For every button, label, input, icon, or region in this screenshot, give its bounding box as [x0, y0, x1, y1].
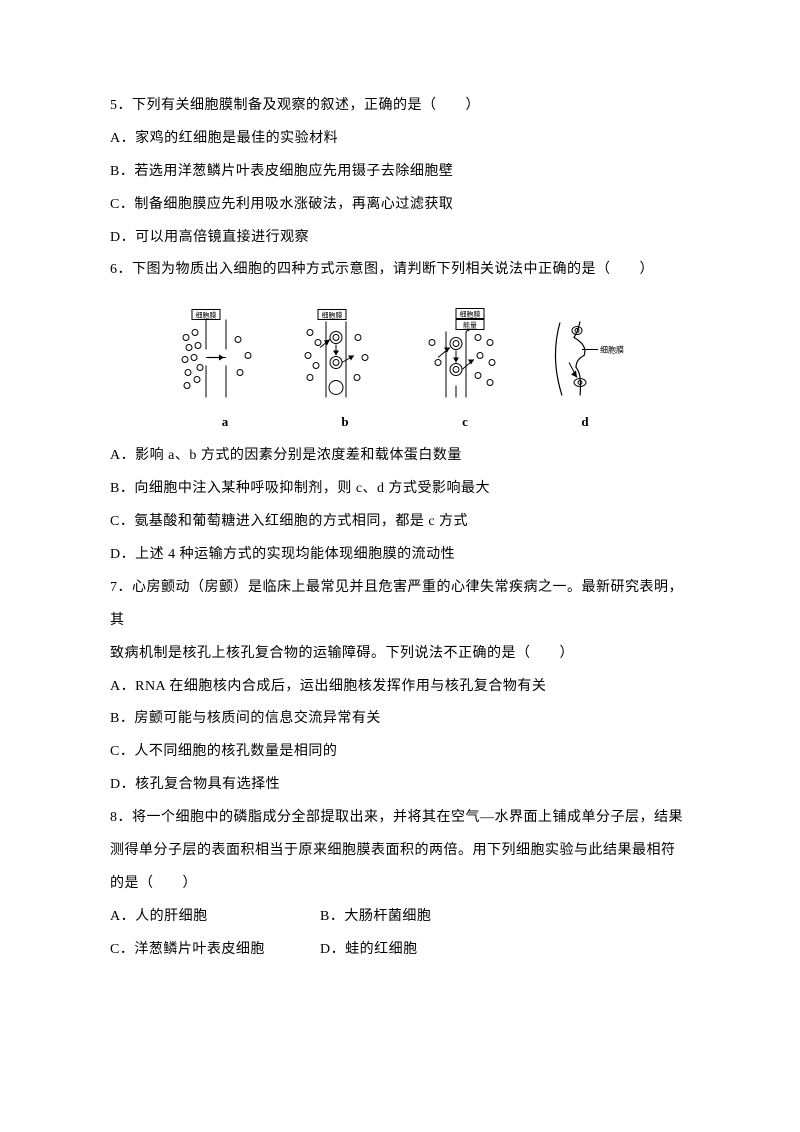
q5-option-d: D．可以用高倍镜直接进行观察 — [110, 222, 690, 255]
diagram-d-svg: 细胞膜 — [540, 305, 630, 410]
q8-stem-3: 的是（ ） — [110, 868, 690, 901]
diagram-c: 细胞膜 能量 — [420, 305, 510, 430]
q8-stem-1: 8．将一个细胞中的磷脂成分全部提取出来，并将其在空气—水界面上铺成单分子层，结果 — [110, 802, 690, 835]
svg-text:细胞膜: 细胞膜 — [460, 310, 481, 319]
svg-text:能量: 能量 — [463, 321, 477, 330]
q6-option-c: C．氨基酸和葡萄糖进入红细胞的方式相同，都是 c 方式 — [110, 506, 690, 539]
q6-stem: 6．下图为物质出入细胞的四种方式示意图，请判断下列相关说法中正确的是（ ） — [110, 254, 690, 287]
diagram-c-svg: 细胞膜 能量 — [420, 305, 510, 410]
diagram-d-label: d — [581, 414, 588, 430]
q8-stem-2: 测得单分子层的表面积相当于原来细胞膜表面积的两倍。用下列细胞实验与此结果最相符 — [110, 835, 690, 868]
q5-option-a: A．家鸡的红细胞是最佳的实验材料 — [110, 123, 690, 156]
q6-option-d: D．上述 4 种运输方式的实现均能体现细胞膜的流动性 — [110, 539, 690, 572]
q7-option-b: B．房颤可能与核质间的信息交流异常有关 — [110, 703, 690, 736]
svg-text:细胞膜: 细胞膜 — [196, 311, 217, 320]
svg-text:细胞膜: 细胞膜 — [322, 311, 343, 320]
diagram-b-label: b — [341, 414, 348, 430]
exam-page: 5．下列有关细胞膜制备及观察的叙述，正确的是（ ） A．家鸡的红细胞是最佳的实验… — [0, 0, 800, 1132]
diagram-a-svg: 细胞膜 — [180, 305, 270, 410]
q7-stem-2: 致病机制是核孔上核孔复合物的运输障碍。下列说法不正确的是（ ） — [110, 638, 690, 671]
svg-text:细胞膜: 细胞膜 — [600, 345, 624, 355]
diagram-b: 细胞膜 — [300, 305, 390, 430]
diagram-b-svg: 细胞膜 — [300, 305, 390, 410]
q6-diagrams: 细胞膜 — [110, 305, 690, 430]
q7-option-d: D．核孔复合物具有选择性 — [110, 769, 690, 802]
diagram-d: 细胞膜 d — [540, 305, 630, 430]
q6-option-b: B．向细胞中注入某种呼吸抑制剂，则 c、d 方式受影响最大 — [110, 473, 690, 506]
q8-option-b: B．大肠杆菌细胞 — [320, 901, 431, 934]
diagram-a-label: a — [222, 414, 229, 430]
q5-stem: 5．下列有关细胞膜制备及观察的叙述，正确的是（ ） — [110, 90, 690, 123]
q8-option-a: A．人的肝细胞 — [110, 901, 320, 934]
q6-option-a: A．影响 a、b 方式的因素分别是浓度差和载体蛋白数量 — [110, 440, 690, 473]
q7-option-c: C．人不同细胞的核孔数量是相同的 — [110, 736, 690, 769]
q5-option-c: C．制备细胞膜应先利用吸水涨破法，再离心过滤获取 — [110, 189, 690, 222]
diagram-c-label: c — [462, 414, 468, 430]
q8-option-c: C．洋葱鳞片叶表皮细胞 — [110, 934, 320, 967]
q7-option-a: A．RNA 在细胞核内合成后，运出细胞核发挥作用与核孔复合物有关 — [110, 671, 690, 704]
q8-option-d: D．蛙的红细胞 — [320, 934, 418, 967]
q7-stem-1: 7．心房颤动（房颤）是临床上最常见并且危害严重的心律失常疾病之一。最新研究表明，… — [110, 572, 690, 638]
diagram-a: 细胞膜 — [180, 305, 270, 430]
q5-option-b: B．若选用洋葱鳞片叶表皮细胞应先用镊子去除细胞壁 — [110, 156, 690, 189]
